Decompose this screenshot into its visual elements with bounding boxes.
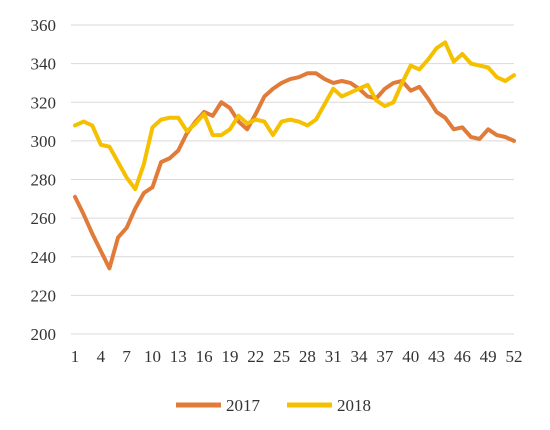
y-axis-tick-labels: 200 220 240 260 280 300 320 340 360 bbox=[31, 16, 57, 344]
x-tick-label: 1 bbox=[71, 347, 80, 366]
y-tick-label: 260 bbox=[31, 209, 57, 228]
series-line-2018 bbox=[73, 40, 516, 192]
gridlines bbox=[71, 24, 514, 335]
x-tick-label: 34 bbox=[351, 347, 369, 366]
y-tick-label: 220 bbox=[31, 286, 57, 305]
y-tick-label: 340 bbox=[31, 55, 57, 74]
x-tick-label: 10 bbox=[144, 347, 161, 366]
y-tick-label: 320 bbox=[31, 93, 57, 112]
x-tick-label: 19 bbox=[221, 347, 238, 366]
x-axis-tick-labels: 1 4 7 10 13 16 19 22 25 28 31 34 37 40 43 46 49 52 bbox=[71, 347, 523, 366]
x-tick-label: 43 bbox=[428, 347, 445, 366]
y-tick-label: 200 bbox=[31, 325, 57, 344]
x-tick-label: 37 bbox=[376, 347, 394, 366]
series-line-2017 bbox=[73, 71, 516, 271]
x-tick-label: 22 bbox=[247, 347, 264, 366]
x-tick-label: 16 bbox=[196, 347, 213, 366]
x-tick-label: 28 bbox=[299, 347, 316, 366]
x-tick-label: 31 bbox=[325, 347, 342, 366]
x-tick-label: 52 bbox=[506, 347, 523, 366]
x-tick-label: 25 bbox=[273, 347, 290, 366]
x-tick-label: 40 bbox=[402, 347, 419, 366]
x-tick-label: 46 bbox=[454, 347, 471, 366]
y-tick-label: 280 bbox=[31, 171, 57, 190]
x-tick-label: 13 bbox=[170, 347, 187, 366]
legend-label-2018: 2018 bbox=[337, 396, 371, 415]
x-tick-label: 4 bbox=[97, 347, 106, 366]
y-tick-label: 300 bbox=[31, 132, 57, 151]
y-tick-label: 360 bbox=[31, 16, 57, 35]
legend: 2017 2018 bbox=[176, 396, 371, 415]
series-lines bbox=[73, 40, 516, 271]
legend-label-2017: 2017 bbox=[226, 396, 261, 415]
x-tick-label: 49 bbox=[480, 347, 497, 366]
x-tick-label: 7 bbox=[122, 347, 131, 366]
y-tick-label: 240 bbox=[31, 248, 57, 267]
